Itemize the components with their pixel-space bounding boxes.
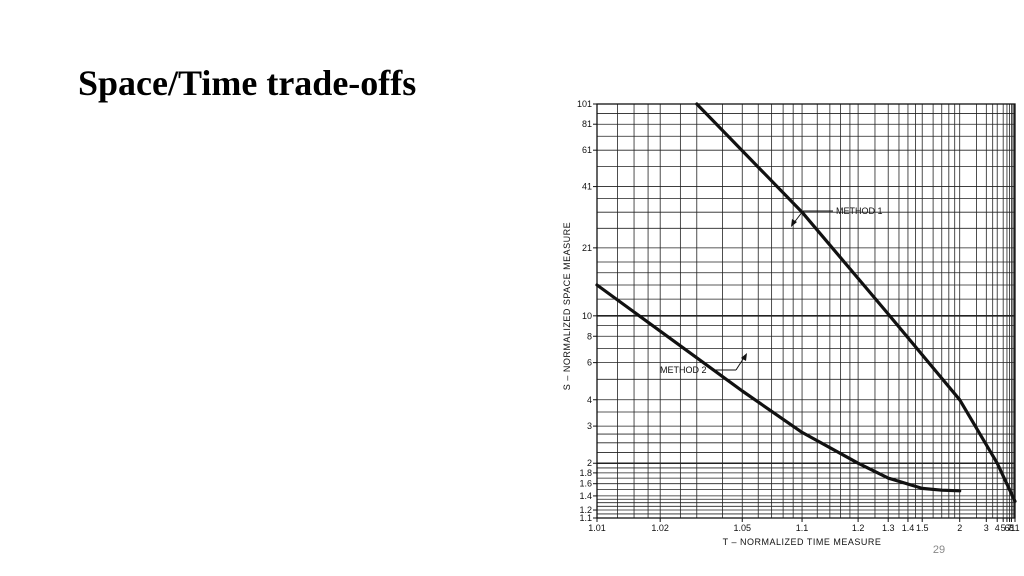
y-tick-label: 1.2 bbox=[579, 505, 592, 515]
series-label-method-1: METHOD 1 bbox=[836, 206, 883, 216]
series-label-method-2: METHOD 2 bbox=[660, 365, 707, 375]
x-tick-label: 7 bbox=[1007, 523, 1012, 533]
y-tick-labels: 1.11.2 1.4 1.61.82 3 4 6 8 10 21 41 61 81 101 bbox=[577, 99, 597, 523]
series-line-method-2 bbox=[595, 283, 962, 493]
x-axis-title: T – NORMALIZED TIME MEASURE bbox=[723, 537, 882, 547]
page-number: 29 bbox=[932, 544, 946, 556]
x-tick-label: 4 bbox=[995, 523, 1000, 533]
y-axis-title: S – NORMALIZED SPACE MEASURE bbox=[562, 222, 572, 390]
series-lines bbox=[595, 102, 1017, 503]
y-tick-label: 1.4 bbox=[579, 491, 592, 501]
y-tick-label: 81 bbox=[582, 119, 592, 129]
y-tick-label: 4 bbox=[587, 395, 592, 405]
x-tick-label: 1.05 bbox=[733, 523, 751, 533]
grid-lines bbox=[596, 103, 1016, 519]
y-tick-label: 1.6 bbox=[579, 479, 592, 489]
series-labels: METHOD 1 METHOD 2 bbox=[660, 206, 883, 375]
method-2-arrowhead bbox=[741, 353, 747, 361]
x-tick-label: 1.3 bbox=[882, 523, 895, 533]
x-tick-label: 8 bbox=[1009, 523, 1014, 533]
series-line-method-1 bbox=[695, 102, 1017, 503]
y-tick-label: 6 bbox=[587, 358, 592, 368]
plot-border bbox=[596, 103, 1016, 519]
x-tick-label: 1.5 bbox=[916, 523, 929, 533]
plot-frame bbox=[596, 103, 1016, 519]
y-tick-label: 41 bbox=[582, 182, 592, 192]
x-tick-label: 3 bbox=[984, 523, 989, 533]
x-tick-label: 11 bbox=[1010, 523, 1019, 533]
x-tick-label: 1.1 bbox=[796, 523, 809, 533]
y-tick-label: 2 bbox=[587, 458, 592, 468]
y-tick-label: 21 bbox=[582, 243, 592, 253]
y-tick-label: 1.8 bbox=[579, 468, 592, 478]
x-tick-label: 1.01 bbox=[588, 523, 606, 533]
y-tick-label: 3 bbox=[587, 421, 592, 431]
x-tick-label: 1.4 bbox=[902, 523, 915, 533]
method-1-arrowhead bbox=[791, 219, 797, 227]
x-tick-label: 5 bbox=[1001, 523, 1006, 533]
x-tick-label: 2 bbox=[957, 523, 962, 533]
x-tick-label: 1.2 bbox=[852, 523, 865, 533]
y-tick-label: 61 bbox=[582, 145, 592, 155]
slide-title: Space/Time trade-offs bbox=[78, 63, 417, 103]
x-tick-label: 1.02 bbox=[651, 523, 669, 533]
y-tick-label: 1.1 bbox=[579, 513, 592, 523]
y-tick-label: 101 bbox=[577, 99, 592, 109]
y-tick-label: 8 bbox=[587, 331, 592, 341]
x-tick-label: 6 bbox=[1004, 523, 1009, 533]
y-tick-label: 10 bbox=[582, 311, 592, 321]
